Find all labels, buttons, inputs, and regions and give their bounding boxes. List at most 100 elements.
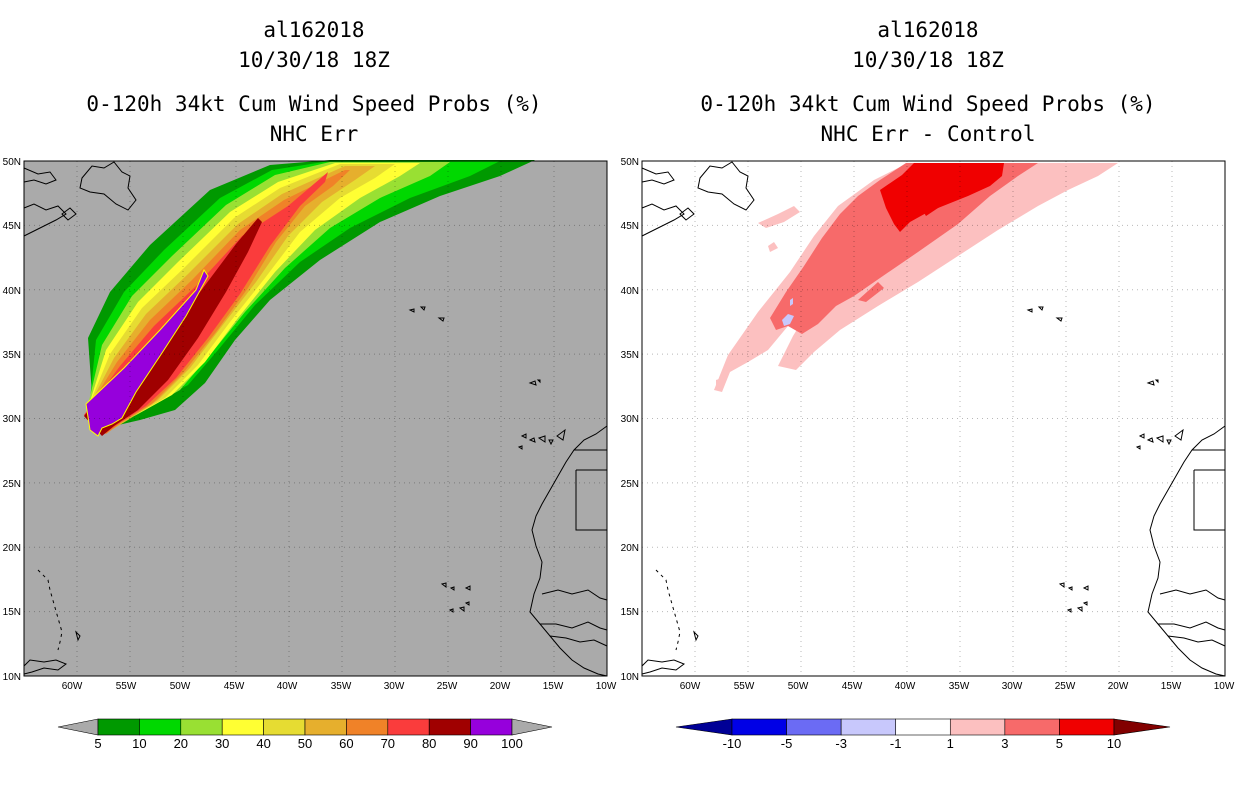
left-colorbar-swatch bbox=[470, 718, 513, 736]
left-colorbar-swatch bbox=[139, 718, 182, 736]
left-colorbar-low-arrow bbox=[57, 718, 99, 736]
left-colorbar-swatch bbox=[263, 718, 306, 736]
lon-label: 45W bbox=[224, 681, 245, 692]
left-colorbar-label: 70 bbox=[381, 736, 395, 751]
lon-label: 40W bbox=[277, 681, 298, 692]
lat-label: 40N bbox=[3, 286, 21, 297]
left-datetime: 10/30/18 18Z bbox=[238, 48, 390, 72]
right-storm-id: al162018 bbox=[877, 18, 979, 42]
lon-label: 45W bbox=[842, 681, 863, 692]
right-colorbar-label: 5 bbox=[1056, 736, 1063, 751]
left-colorbar-label: 60 bbox=[339, 736, 353, 751]
left-subtitle: NHC Err bbox=[269, 122, 359, 146]
lon-label: 20W bbox=[490, 681, 511, 692]
right-colorbar-swatch bbox=[895, 718, 951, 736]
right-colorbar-swatch bbox=[949, 718, 1006, 736]
lon-label: 20W bbox=[1108, 681, 1129, 692]
lon-label: 10W bbox=[596, 681, 617, 692]
left-lon-labels: 60W 55W 50W 45W 40W 35W 30W 25W 20W 15W … bbox=[62, 681, 617, 692]
lat-label: 10N bbox=[3, 672, 21, 683]
right-colorbar-label: -5 bbox=[781, 736, 793, 751]
left-colorbar-swatch bbox=[304, 718, 347, 736]
lat-label: 45N bbox=[621, 221, 639, 232]
right-colorbar-label: 1 bbox=[947, 736, 954, 751]
lat-label: 35N bbox=[621, 350, 639, 361]
lon-label: 50W bbox=[170, 681, 191, 692]
right-colorbar-swatch bbox=[1004, 718, 1060, 736]
lat-label: 25N bbox=[3, 479, 21, 490]
left-colorbar-label: 90 bbox=[463, 736, 477, 751]
lat-label: 30N bbox=[3, 414, 21, 425]
left-colorbar-swatch bbox=[221, 718, 264, 736]
left-colorbar-label: 30 bbox=[215, 736, 229, 751]
lon-label: 60W bbox=[62, 681, 83, 692]
right-difference-contours bbox=[714, 163, 1118, 392]
left-map: 50N 45N 40N 35N 30N 25N 20N 15N 10N 60W … bbox=[3, 157, 617, 692]
right-colorbar-label: 10 bbox=[1107, 736, 1121, 751]
left-colorbar-swatch bbox=[97, 718, 140, 736]
right-colorbar: -10 -5 -3 -1 1 3 5 10 bbox=[675, 718, 1171, 751]
lon-label: 10W bbox=[1214, 681, 1235, 692]
right-colorbar-label: -1 bbox=[890, 736, 902, 751]
lon-label: 30W bbox=[384, 681, 405, 692]
lon-label: 25W bbox=[1055, 681, 1076, 692]
lon-label: 25W bbox=[437, 681, 458, 692]
lat-label: 50N bbox=[3, 157, 21, 168]
right-colorbar-low-arrow bbox=[675, 718, 733, 736]
lon-label: 35W bbox=[949, 681, 970, 692]
left-colorbar-label: 40 bbox=[256, 736, 270, 751]
left-colorbar-high-arrow bbox=[511, 718, 553, 736]
lat-label: 15N bbox=[3, 607, 21, 618]
lon-label: 15W bbox=[543, 681, 564, 692]
right-subtitle: NHC Err - Control bbox=[820, 122, 1036, 146]
right-colorbar-swatch bbox=[731, 718, 787, 736]
left-colorbar-label: 100 bbox=[501, 736, 523, 751]
lat-label: 25N bbox=[621, 479, 639, 490]
left-colorbar-swatch bbox=[346, 718, 389, 736]
right-colorbar-high-arrow bbox=[1113, 718, 1171, 736]
right-map: 50N 45N 40N 35N 30N 25N 20N 15N 10N 60W … bbox=[621, 157, 1235, 692]
right-colorbar-swatch bbox=[786, 718, 842, 736]
right-product: 0-120h 34kt Cum Wind Speed Probs (%) bbox=[700, 92, 1156, 116]
right-colorbar-label: -3 bbox=[835, 736, 847, 751]
lat-label: 30N bbox=[621, 414, 639, 425]
lat-label: 15N bbox=[621, 607, 639, 618]
left-colorbar-label: 80 bbox=[422, 736, 436, 751]
right-colorbar-label: -10 bbox=[723, 736, 742, 751]
lat-label: 20N bbox=[621, 543, 639, 554]
lat-label: 45N bbox=[3, 221, 21, 232]
right-panel-title: al162018 10/30/18 18Z 0-120h 34kt Cum Wi… bbox=[628, 15, 1228, 149]
lat-label: 10N bbox=[621, 672, 639, 683]
left-colorbar-label: 10 bbox=[132, 736, 146, 751]
right-lat-labels: 50N 45N 40N 35N 30N 25N 20N 15N 10N bbox=[621, 157, 639, 683]
lat-label: 35N bbox=[3, 350, 21, 361]
lon-label: 55W bbox=[734, 681, 755, 692]
right-colorbar-label: 3 bbox=[1001, 736, 1008, 751]
right-colorbar-swatch bbox=[840, 718, 897, 736]
lon-label: 40W bbox=[895, 681, 916, 692]
left-colorbar-label: 20 bbox=[174, 736, 188, 751]
left-probability-swath bbox=[84, 160, 535, 437]
left-product: 0-120h 34kt Cum Wind Speed Probs (%) bbox=[86, 92, 542, 116]
left-colorbar-swatch bbox=[387, 718, 430, 736]
lon-label: 60W bbox=[680, 681, 701, 692]
left-colorbar-swatch bbox=[428, 718, 471, 736]
lon-label: 35W bbox=[331, 681, 352, 692]
right-colorbar-swatch bbox=[1059, 718, 1115, 736]
lat-label: 40N bbox=[621, 286, 639, 297]
left-panel-title: al162018 10/30/18 18Z 0-120h 34kt Cum Wi… bbox=[14, 15, 614, 149]
lat-label: 20N bbox=[3, 543, 21, 554]
left-colorbar-label: 50 bbox=[298, 736, 312, 751]
left-colorbar: 5 10 20 30 40 50 60 70 80 90 100 bbox=[57, 718, 553, 751]
left-storm-id: al162018 bbox=[263, 18, 365, 42]
right-lon-labels: 60W 55W 50W 45W 40W 35W 30W 25W 20W 15W … bbox=[680, 681, 1235, 692]
lon-label: 15W bbox=[1161, 681, 1182, 692]
lat-label: 50N bbox=[621, 157, 639, 168]
left-colorbar-label: 5 bbox=[94, 736, 101, 751]
lon-label: 55W bbox=[116, 681, 137, 692]
left-lat-labels: 50N 45N 40N 35N 30N 25N 20N 15N 10N bbox=[3, 157, 21, 683]
lon-label: 50W bbox=[788, 681, 809, 692]
lon-label: 30W bbox=[1002, 681, 1023, 692]
left-colorbar-swatch bbox=[180, 718, 223, 736]
